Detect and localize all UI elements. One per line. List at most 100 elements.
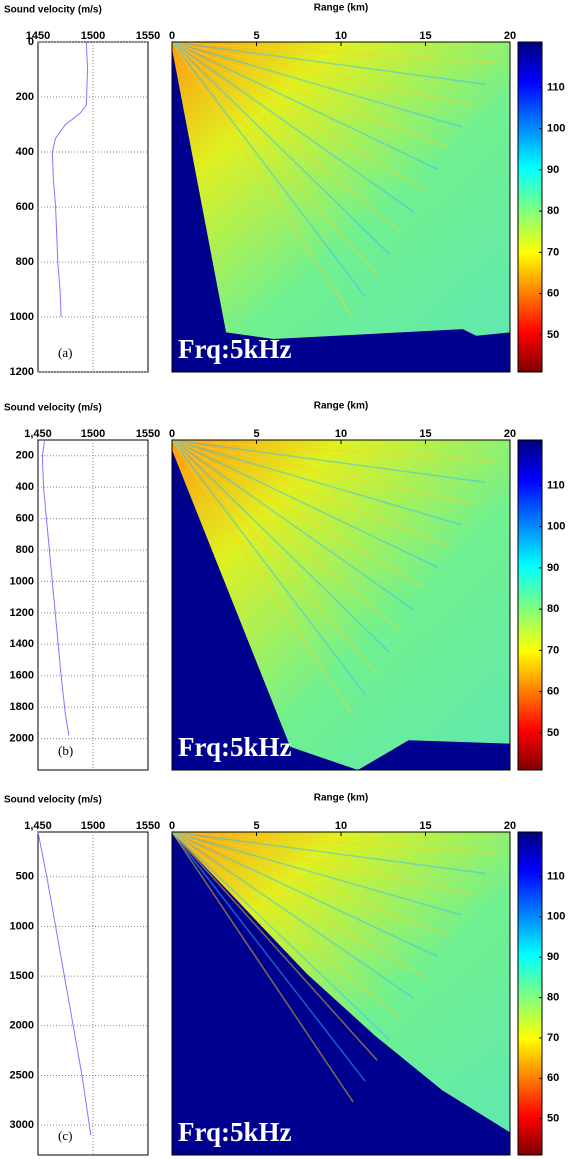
y-tick-label: 3000 [10,1119,34,1131]
colorbar-tick-label: 80 [547,205,559,217]
heatmap-ray [171,831,438,958]
y-tick-label: 1200 [10,607,34,619]
x-tick-label: 1550 [136,820,160,832]
frequency-label: Frq:5kHz [178,1117,292,1147]
heatmap-ray [171,831,366,1082]
y-tick-label: 1200 [10,366,34,378]
x-axis-label: Range (km) [314,3,368,14]
y-tick-label: 2000 [10,732,34,744]
colorbar-tick-label: 110 [547,479,565,491]
heatmap-ray [171,439,426,590]
heatmap-ray [171,439,366,696]
heatmap-ray [171,41,366,298]
plot-area [37,831,149,1156]
heatmap-ray [171,41,414,213]
frequency-label: Frq:5kHz [178,334,292,364]
colorbar-tick-label: 90 [547,164,559,176]
x-tick-label: 1450 [26,30,50,42]
y-tick-label: 2000 [10,1020,34,1032]
heatmap-ray [171,439,402,632]
x-tick-label: 0 [169,428,175,440]
x-tick-label: 10 [335,30,347,42]
heatmap-ray [171,439,354,717]
y-tick-label: 200 [16,450,34,462]
panel-label: (a) [58,345,72,360]
x-tick-label: 1500 [81,30,105,42]
heatmap-ray [171,41,402,234]
heatmap-ray [171,439,414,611]
heatmap-ray [171,831,426,979]
colorbar-tick-label: 100 [547,911,565,923]
x-axis-label: Range (km) [314,793,368,804]
heatmap-ray [171,439,378,674]
heatmap-ray [171,41,450,149]
heatmap-ray [171,439,438,568]
y-tick-label: 1000 [10,920,34,932]
y-tick-label: 500 [16,871,34,883]
x-tick-label: 10 [335,428,347,440]
heatmap-ray [171,831,414,999]
x-tick-label: 15 [419,428,431,440]
y-tick-label: 1800 [10,701,34,713]
x-tick-label: 20 [504,30,516,42]
heatmap-ray [171,41,498,64]
x-tick-label: 1500 [81,820,105,832]
y-tick-label: 600 [16,512,34,524]
colorbar [517,439,543,771]
heatmap-ray [171,41,354,319]
colorbar-tick-label: 70 [547,644,559,656]
x-tick-label: 5 [253,820,259,832]
x-tick-label: 0 [169,30,175,42]
colorbar-tick-label: 60 [547,686,559,698]
x-tick-label: 1550 [136,30,160,42]
colorbar-tick-label: 80 [547,603,559,615]
x-tick-label: 1,450 [24,820,52,832]
heatmap-ray [171,41,378,276]
heatmap-ray [171,439,498,462]
heatmap-ray [171,831,462,916]
y-tick-label: 600 [16,201,34,213]
colorbar-tick-label: 90 [547,562,559,574]
heatmap-ray [171,831,498,854]
y-tick-label: 200 [16,91,34,103]
heatmap-ray [171,831,486,875]
colorbar [517,41,543,373]
y-tick-label: 800 [16,256,34,268]
heatmap-field [172,42,510,339]
x-tick-label: 0 [169,820,175,832]
panel-label: (c) [58,1128,72,1143]
colorbar-tick-label: 70 [547,1032,559,1044]
heatmap-ray [171,439,450,547]
heatmap-ray [171,41,390,255]
x-tick-label: 15 [419,30,431,42]
x-tick-label: 15 [419,820,431,832]
heatmap-ray [171,41,486,86]
heatmap-ray [171,41,462,128]
y-tick-label: 400 [16,481,34,493]
velocity-line [51,41,89,318]
y-tick-label: 1400 [10,638,34,650]
heatmap-ray [171,831,378,1061]
x-tick-label: 20 [504,428,516,440]
y-tick-label: 1500 [10,970,34,982]
chart-title: Sound velocity (m/s) [4,795,102,806]
heatmap-ray [171,41,438,170]
y-tick-label: 1000 [10,311,34,323]
heatmap-ray [171,41,426,192]
colorbar-tick-label: 60 [547,1072,559,1084]
colorbar-tick-label: 60 [547,288,559,300]
heatmap-ray [171,41,474,107]
x-tick-label: 5 [253,428,259,440]
colorbar-tick-label: 90 [547,951,559,963]
x-tick-label: 1500 [81,428,105,440]
x-tick-label: 20 [504,820,516,832]
colorbar [517,831,543,1156]
y-tick-label: 1600 [10,670,34,682]
y-tick-label: 800 [16,544,34,556]
y-tick-label: 1000 [10,575,34,587]
x-tick-label: 5 [253,30,259,42]
colorbar-tick-label: 50 [547,1113,559,1125]
heatmap-ray [171,439,474,505]
x-tick-label: 1550 [136,428,160,440]
y-tick-label: 400 [16,146,34,158]
